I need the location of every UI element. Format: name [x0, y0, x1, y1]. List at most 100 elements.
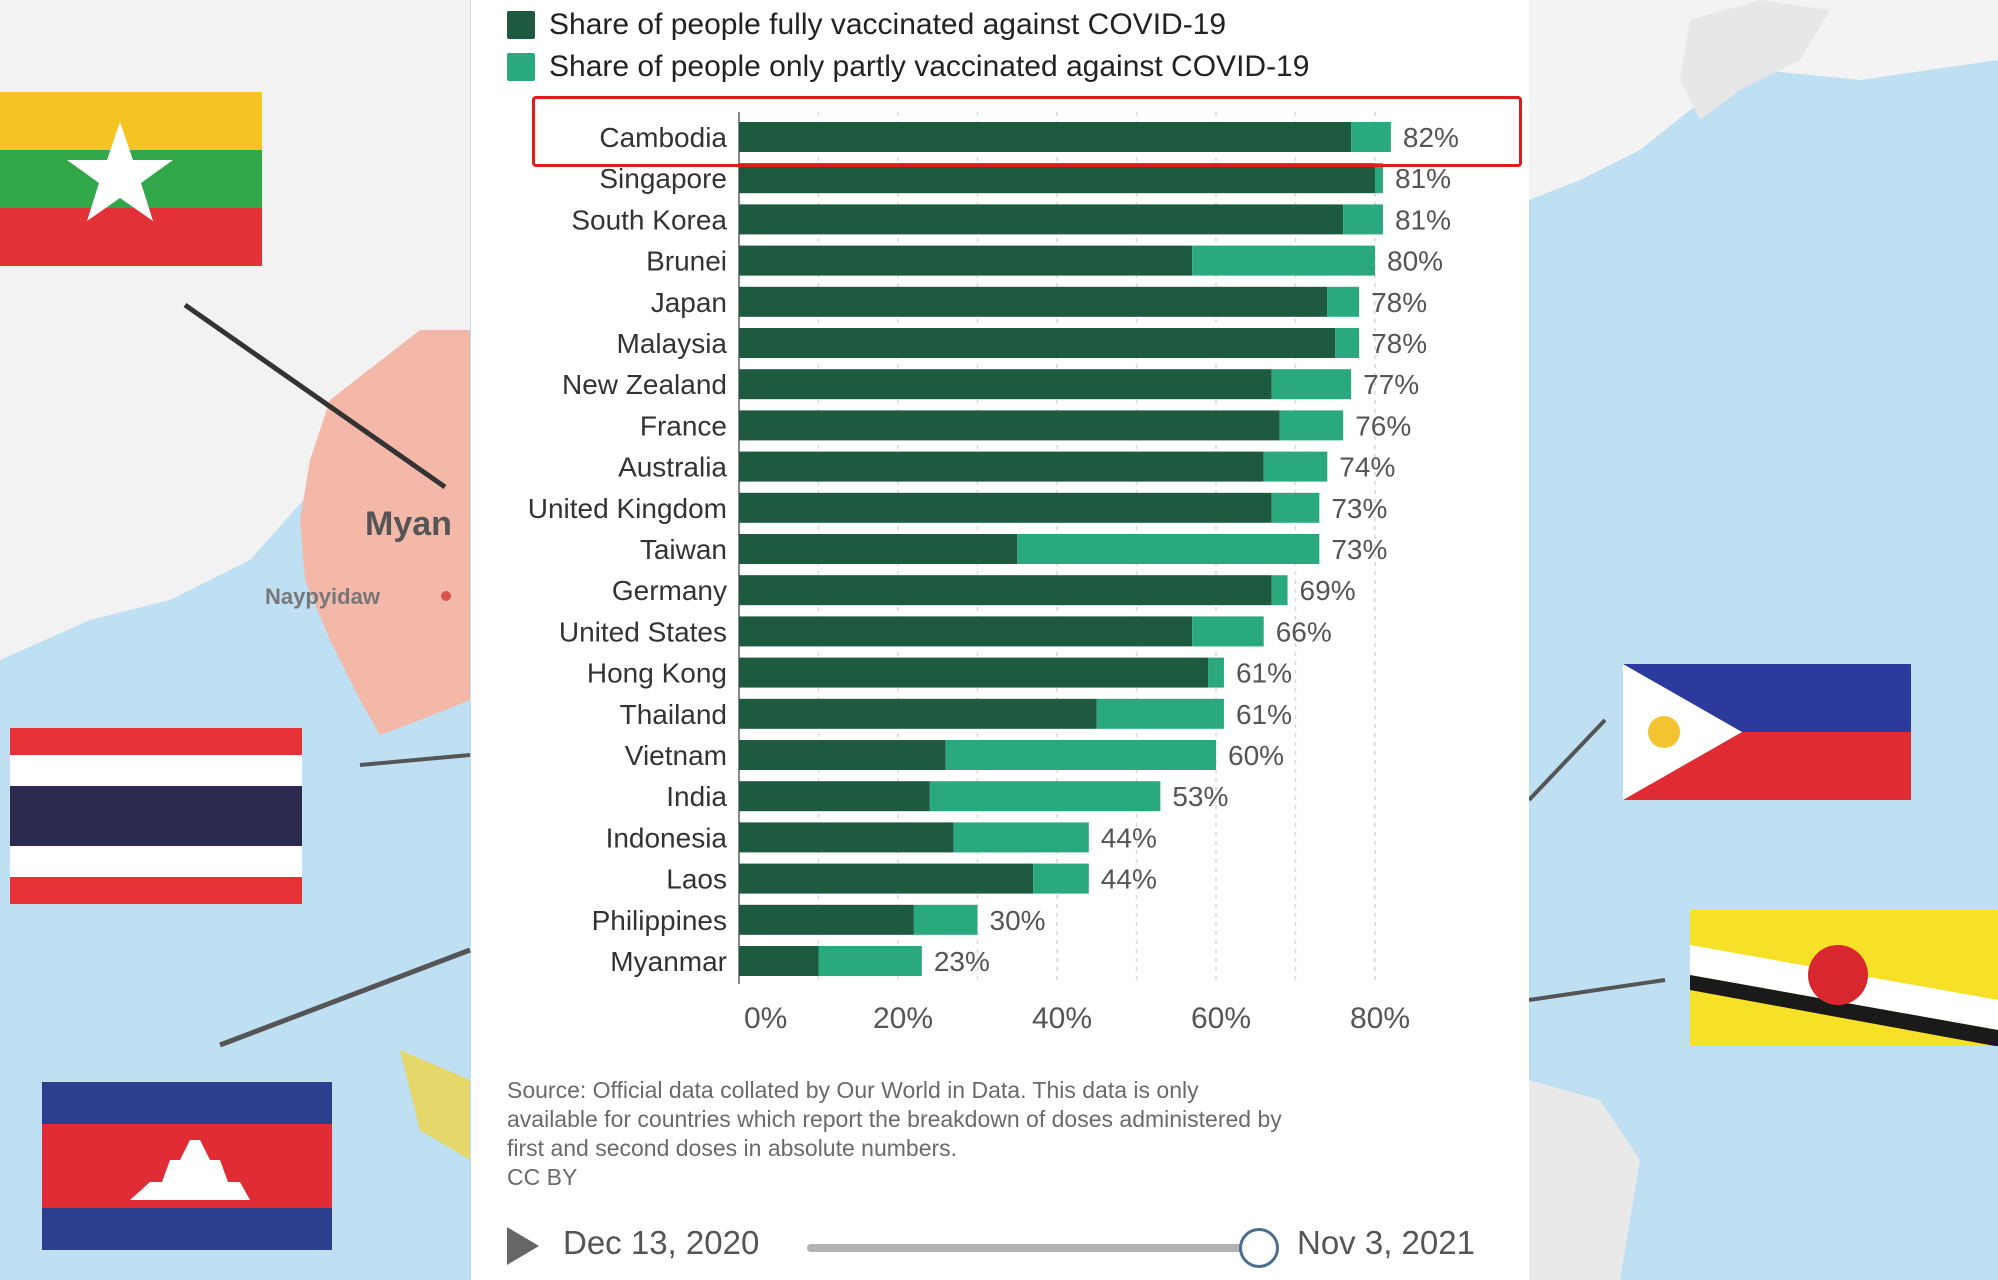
category-label: United Kingdom — [528, 493, 727, 524]
myanmar-landmass — [300, 330, 470, 735]
timeline-slider-thumb[interactable] — [1239, 1228, 1279, 1268]
pointer-line — [1528, 978, 1666, 1002]
data-label: 74% — [1339, 452, 1395, 483]
bar-fully-vaccinated — [739, 822, 954, 853]
cambodia-flag — [42, 1082, 332, 1250]
category-label: Hong Kong — [587, 658, 727, 689]
timeline-controls: Dec 13, 2020 Nov 3, 2021 — [507, 1220, 1507, 1270]
bar-fully-vaccinated — [739, 946, 819, 976]
x-tick-label: 20% — [873, 1002, 933, 1035]
bar-fully-vaccinated — [739, 781, 930, 812]
timeline-slider-fill — [807, 1244, 1259, 1252]
pointer-line — [219, 947, 471, 1048]
bar-partly-vaccinated — [1375, 163, 1383, 194]
bar-partly-vaccinated — [1279, 410, 1344, 441]
category-label: Vietnam — [625, 740, 727, 771]
bar-fully-vaccinated — [739, 245, 1193, 276]
bar-partly-vaccinated — [1343, 204, 1383, 235]
x-tick-label: 40% — [1032, 1002, 1092, 1035]
data-label: 23% — [934, 946, 990, 977]
philippines-flag — [1623, 664, 1911, 800]
bar-partly-vaccinated — [1096, 698, 1224, 729]
bar-fully-vaccinated — [739, 740, 946, 770]
data-label: 81% — [1395, 163, 1451, 194]
data-label: 77% — [1363, 369, 1419, 400]
data-label: 44% — [1101, 822, 1157, 853]
category-label: Taiwan — [640, 534, 727, 565]
bar-fully-vaccinated — [739, 492, 1272, 523]
source-note-line: first and second doses in absolute numbe… — [507, 1135, 958, 1161]
category-label: Cambodia — [599, 122, 727, 153]
category-label: India — [666, 781, 727, 812]
legend-swatch-fully — [507, 11, 535, 39]
category-label: Thailand — [620, 699, 727, 730]
myanmar-flag — [0, 92, 262, 266]
category-label: France — [640, 410, 727, 441]
bar-partly-vaccinated — [945, 740, 1216, 770]
bar-fully-vaccinated — [739, 286, 1328, 317]
pointer-line — [183, 302, 447, 490]
data-label: 73% — [1331, 534, 1387, 565]
bar-partly-vaccinated — [1192, 245, 1375, 276]
license-label: CC BY — [507, 1164, 578, 1190]
data-label: 53% — [1172, 781, 1228, 812]
data-label: 78% — [1371, 328, 1427, 359]
bar-partly-vaccinated — [818, 946, 922, 976]
x-tick-label: 0% — [744, 1002, 787, 1035]
source-note: Source: Official data collated by Our Wo… — [507, 1076, 1467, 1192]
category-label: Laos — [666, 864, 727, 895]
chart-panel: Share of people fully vaccinated against… — [471, 0, 1529, 1280]
category-label: New Zealand — [562, 369, 727, 400]
bar-partly-vaccinated — [1033, 863, 1089, 894]
source-note-line: available for countries which report the… — [507, 1106, 1282, 1132]
data-label: 66% — [1276, 616, 1332, 647]
island-bottom-right — [1529, 1080, 1640, 1280]
bar-partly-vaccinated — [1271, 492, 1320, 523]
sun-icon — [1648, 716, 1680, 748]
bar-partly-vaccinated — [1271, 575, 1288, 606]
data-label: 60% — [1228, 740, 1284, 771]
data-label: 80% — [1387, 246, 1443, 277]
timeline-slider[interactable] — [807, 1228, 1279, 1268]
category-label: Indonesia — [606, 822, 728, 853]
bar-fully-vaccinated — [739, 122, 1352, 152]
category-label: Germany — [612, 575, 727, 606]
category-label: Japan — [651, 287, 727, 318]
bar-fully-vaccinated — [739, 904, 914, 935]
timeline-start-date: Dec 13, 2020 — [563, 1224, 760, 1261]
data-label: 78% — [1371, 287, 1427, 318]
pointer-line — [1527, 718, 1607, 802]
bar-partly-vaccinated — [913, 904, 978, 935]
thailand-flag — [10, 728, 302, 904]
stacked-bar-chart: Cambodia 82% Singapore 81% South Korea 81% Bru… — [528, 112, 1459, 1035]
bar-fully-vaccinated — [739, 616, 1193, 647]
legend-label: Share of people only partly vaccinated a… — [549, 50, 1310, 83]
bar-fully-vaccinated — [739, 575, 1272, 606]
angkor-wat-icon — [130, 1140, 250, 1200]
bar-fully-vaccinated — [739, 451, 1264, 482]
bar-partly-vaccinated — [1208, 657, 1224, 688]
bar-fully-vaccinated — [739, 204, 1344, 235]
category-label: South Korea — [571, 204, 727, 235]
bar-partly-vaccinated — [1263, 451, 1328, 482]
bar-fully-vaccinated — [739, 328, 1336, 358]
map-label-naypyidaw: Naypyidaw — [265, 584, 381, 609]
data-label: 44% — [1101, 864, 1157, 895]
island-bottom-left — [400, 1050, 470, 1160]
pointer-line — [359, 753, 471, 767]
data-label: 61% — [1236, 658, 1292, 689]
data-label: 76% — [1355, 410, 1411, 441]
category-label: Philippines — [592, 905, 727, 936]
data-label: 61% — [1236, 699, 1292, 730]
data-label: 69% — [1300, 575, 1356, 606]
japan-island — [1680, 0, 1830, 120]
bar-partly-vaccinated — [1192, 616, 1264, 647]
play-icon[interactable] — [507, 1227, 539, 1265]
data-label: 82% — [1403, 122, 1459, 153]
bar-partly-vaccinated — [1351, 122, 1391, 152]
category-label: Brunei — [646, 246, 727, 277]
bar-fully-vaccinated — [739, 163, 1375, 194]
category-label: United States — [559, 616, 727, 647]
bar-fully-vaccinated — [739, 863, 1034, 894]
category-label: Malaysia — [617, 328, 728, 359]
